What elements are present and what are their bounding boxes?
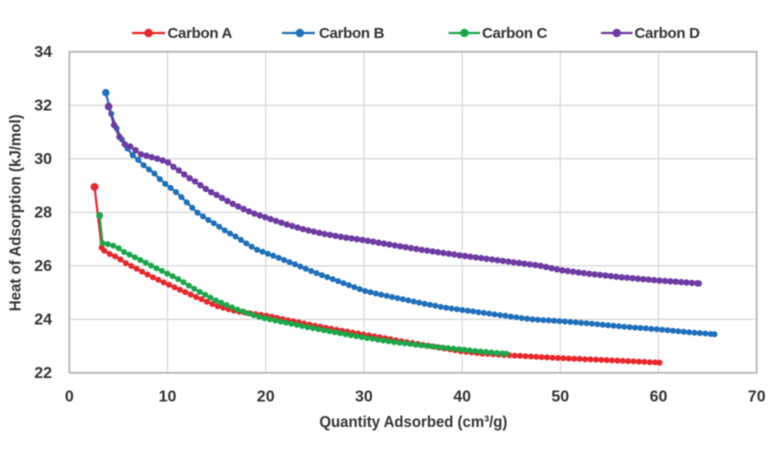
svg-text:0: 0	[65, 389, 74, 406]
svg-text:Carbon A: Carbon A	[168, 25, 233, 42]
svg-text:22: 22	[34, 365, 52, 382]
svg-text:Carbon C: Carbon C	[482, 25, 548, 42]
svg-text:70: 70	[748, 389, 766, 406]
svg-text:60: 60	[650, 389, 668, 406]
svg-text:32: 32	[34, 98, 52, 115]
svg-text:34: 34	[34, 44, 52, 61]
svg-text:26: 26	[34, 258, 52, 275]
svg-text:40: 40	[453, 389, 471, 406]
svg-text:10: 10	[159, 389, 177, 406]
svg-text:Carbon D: Carbon D	[635, 25, 701, 42]
svg-text:20: 20	[257, 389, 275, 406]
svg-text:Heat of Adsorption (kJ/mol): Heat of Adsorption (kJ/mol)	[7, 114, 24, 311]
svg-text:30: 30	[34, 151, 52, 168]
svg-text:28: 28	[34, 205, 52, 222]
svg-text:Carbon B: Carbon B	[319, 25, 385, 42]
svg-text:Quantity Adsorbed (cm³/g): Quantity Adsorbed (cm³/g)	[319, 414, 507, 431]
svg-text:24: 24	[34, 312, 52, 329]
svg-text:30: 30	[355, 389, 373, 406]
svg-text:50: 50	[551, 389, 569, 406]
